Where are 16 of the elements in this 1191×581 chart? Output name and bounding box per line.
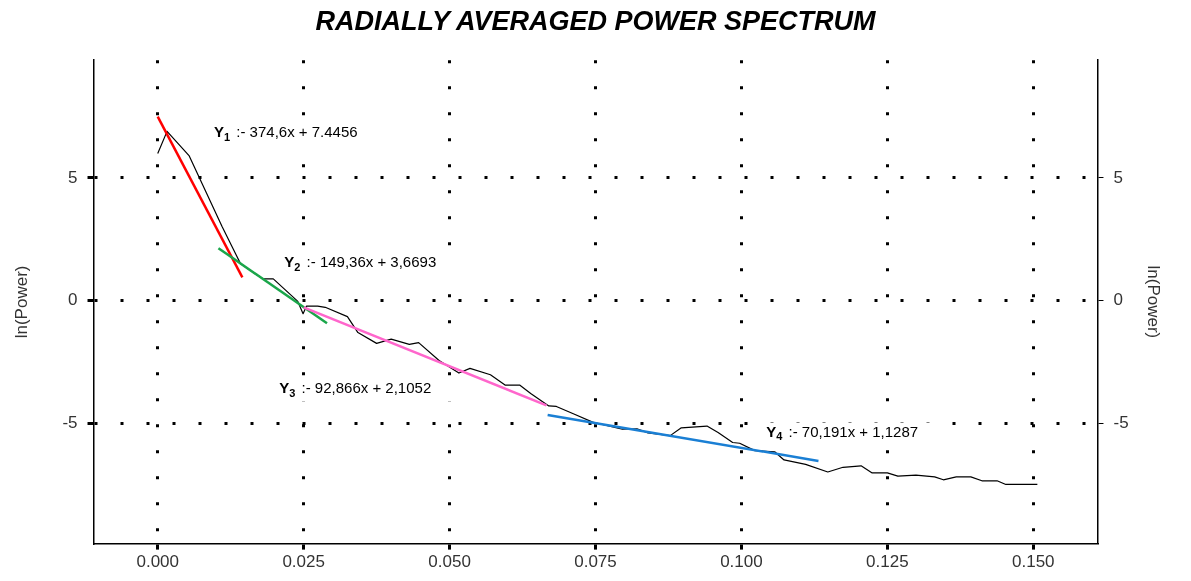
y2-tick-label: 5 xyxy=(1113,167,1123,187)
chart-title: RADIALLY AVERAGED POWER SPECTRUM xyxy=(314,6,877,38)
x-tick-label: 0.100 xyxy=(720,552,763,572)
x-tick-label: 0.150 xyxy=(1012,552,1055,572)
x-tick-label: 0.075 xyxy=(574,552,617,572)
y-tick-label: 5 xyxy=(68,167,78,187)
y-tick-label: 0 xyxy=(68,290,78,310)
x-tick-label: 0.025 xyxy=(282,552,325,572)
y2-tick-label: -5 xyxy=(1113,413,1129,433)
y-tick-label: -5 xyxy=(62,413,78,433)
x-tick-label: 0.000 xyxy=(136,552,179,572)
y2-tick-label: 0 xyxy=(1113,290,1123,310)
x-tick-label: 0.125 xyxy=(866,552,909,572)
x-tick-label: 0.050 xyxy=(428,552,471,572)
y-axis-title: ln(Power) xyxy=(11,265,31,339)
y2-axis-title: ln(Power) xyxy=(1144,265,1164,339)
